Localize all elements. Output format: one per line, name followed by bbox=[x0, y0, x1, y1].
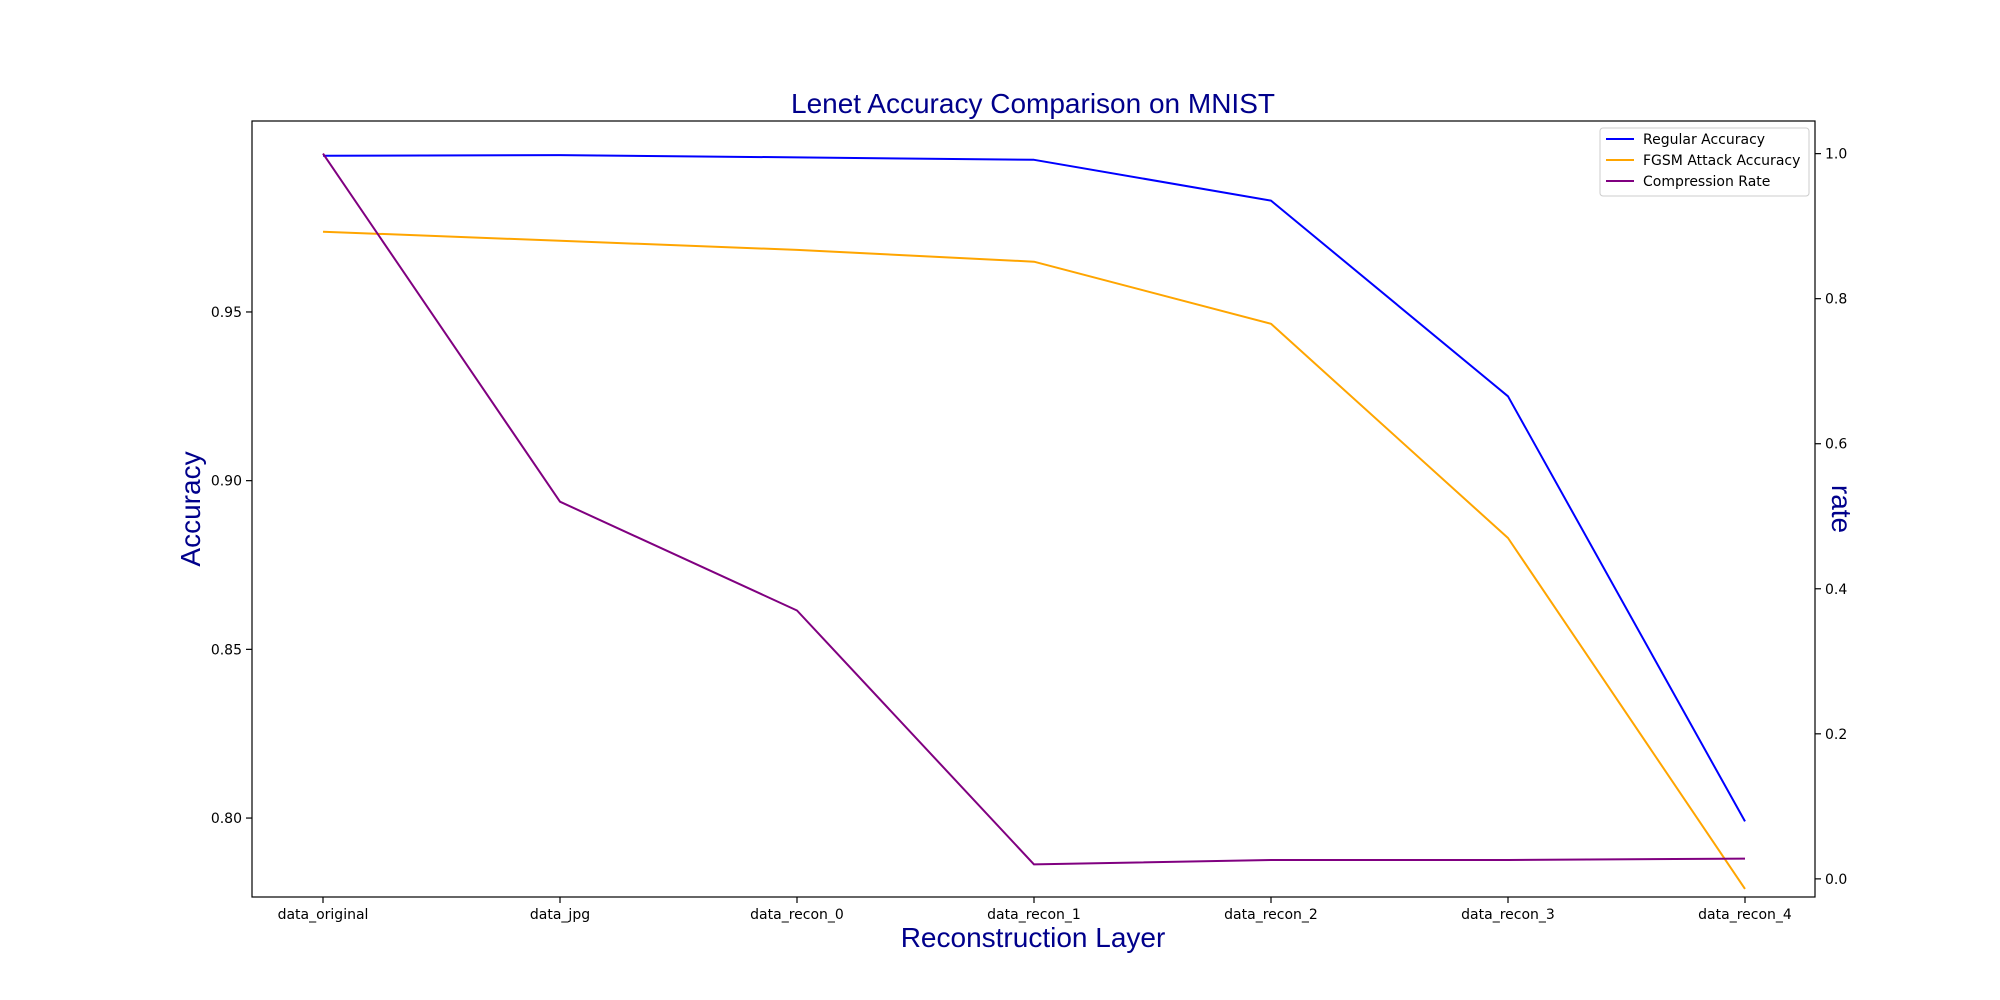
series-layer bbox=[322, 153, 1746, 890]
legend-entry: Compression Rate bbox=[1643, 174, 1770, 190]
legend: Regular Accuracy FGSM Attack Accuracy Comp… bbox=[1599, 127, 1810, 197]
y-tick-label-left: 0.95 bbox=[211, 305, 242, 321]
y-axis-label-right: rate bbox=[1826, 485, 1857, 533]
y-tick-label-right: 1.0 bbox=[1825, 147, 1847, 163]
series-line-compression-rate bbox=[322, 153, 1746, 866]
x-tick-label: data_recon_3 bbox=[1461, 907, 1555, 923]
chart-title: Lenet Accuracy Comparison on MNIST bbox=[791, 88, 1275, 119]
y-tick-label-right: 0.6 bbox=[1825, 437, 1847, 453]
y-tick-label-left: 0.80 bbox=[211, 811, 242, 827]
y-tick-label-right: 0.0 bbox=[1825, 872, 1847, 888]
y-axis-label: Accuracy bbox=[175, 451, 206, 566]
series-line-regular-accuracy bbox=[322, 154, 1746, 822]
y-axis-left: 0.80 0.85 0.90 0.95 bbox=[211, 305, 252, 827]
x-tick-label: data_recon_4 bbox=[1698, 907, 1792, 923]
y-tick-label-right: 0.4 bbox=[1825, 582, 1847, 598]
x-axis-label: Reconstruction Layer bbox=[901, 922, 1166, 953]
y-axis-right: 0.0 0.2 0.4 0.6 0.8 1.0 bbox=[1815, 147, 1847, 888]
legend-entry: FGSM Attack Accuracy bbox=[1643, 153, 1800, 169]
y-tick-label-right: 0.8 bbox=[1825, 292, 1847, 308]
x-tick-label: data_recon_1 bbox=[987, 907, 1081, 923]
y-tick-label-left: 0.90 bbox=[211, 474, 242, 490]
y-tick-label-right: 0.2 bbox=[1825, 727, 1847, 743]
x-tick-label: data_recon_0 bbox=[750, 907, 844, 923]
x-tick-label: data_recon_2 bbox=[1224, 907, 1318, 923]
y-tick-label-left: 0.85 bbox=[211, 642, 242, 658]
legend-entry: Regular Accuracy bbox=[1643, 132, 1765, 148]
series-line-fgsm-attack-accuracy bbox=[322, 230, 1746, 890]
legend-box bbox=[1599, 127, 1810, 197]
x-axis: data_original data_jpg data_recon_0 data_re… bbox=[278, 897, 1792, 923]
x-tick-label: data_original bbox=[278, 907, 369, 923]
x-tick-label: data_jpg bbox=[530, 907, 590, 923]
